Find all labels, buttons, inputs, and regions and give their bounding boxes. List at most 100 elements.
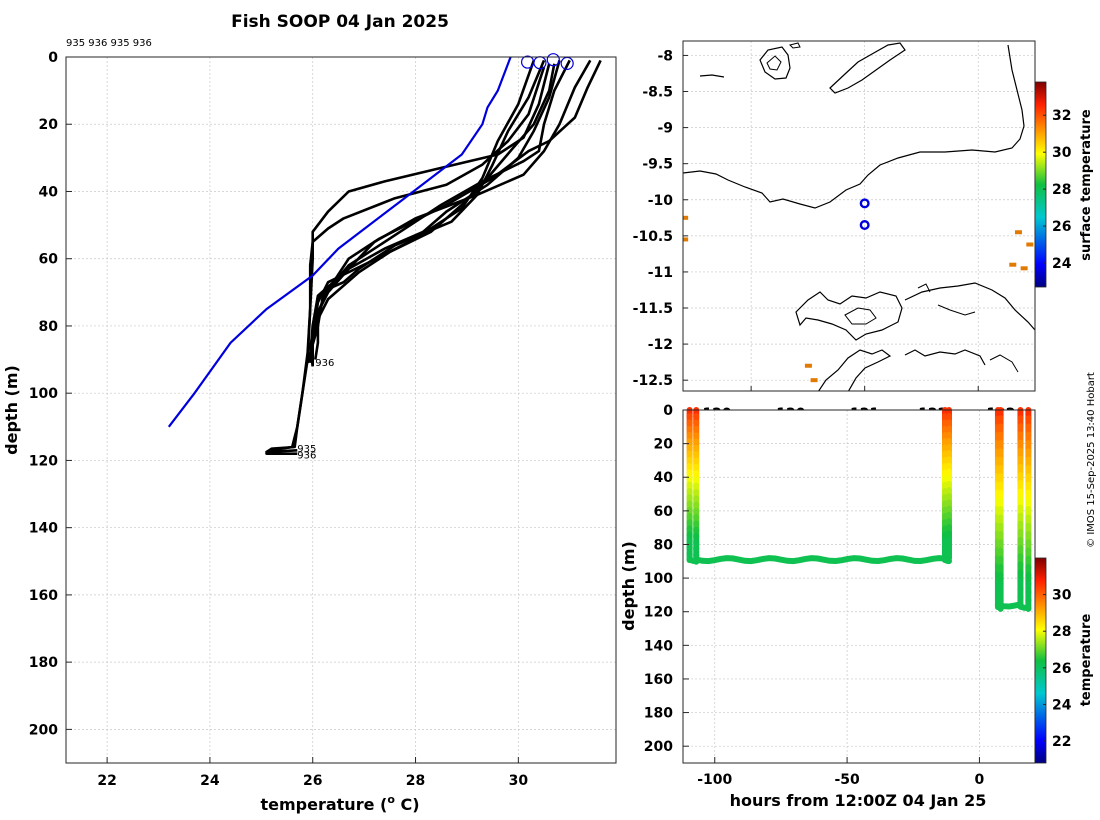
sst-patch [804,363,812,368]
map-ytick-label: -12.5 [633,373,673,389]
profile-ylabel: depth (m) [2,365,21,455]
timedepth-colorbar-label: temperature [1079,614,1094,707]
profile-line [311,59,602,367]
map-ytick-label: -9.5 [642,157,673,173]
profile-ytick-label: 40 [39,184,59,200]
map-ytick-label: -8.5 [642,85,673,101]
timedepth-plot-area [683,410,1035,763]
profile-xtick-label: 28 [406,773,425,789]
station-marker [859,198,870,209]
profile-ytick-label: 120 [29,453,58,469]
sst-patch [810,378,818,383]
map-colorbar-tick-label: 28 [1052,182,1071,198]
map-colorbar-tick-label: 30 [1052,145,1072,161]
profile-panel: 22 24 26 28 30 0 20 40 60 80 100 120 140 160 180 200 93… [2,38,617,814]
timedepth-ytick-label: 60 [654,504,674,520]
timedepth-colorbar-tick-label: 26 [1052,661,1071,677]
timedepth-colorbar [1034,557,1047,764]
coastline-north [683,44,1025,209]
island-south-inner [844,307,877,325]
map-panel: 120120121122122-8-8.5-9-9.5-10-10.5-11-1… [633,40,1094,422]
map-colorbar-label: surface temperature [1079,109,1094,261]
timedepth-xlabel: hours from 12:00Z 04 Jan 25 [730,791,987,810]
timedepth-ytick-label: 0 [663,403,673,419]
climatology-line [167,56,512,428]
island-north-1-lake [766,55,782,71]
map-colorbar-tick-label: 32 [1052,108,1071,124]
timedepth-ytick-label: 160 [644,672,673,688]
island-north-2 [829,42,906,94]
island-south-large [795,291,903,341]
profile-xtick-label: 30 [509,773,529,789]
timedepth-xtick-label: -50 [834,772,860,788]
map-ytick-label: -11.5 [633,301,673,317]
map-points [683,198,1034,383]
profile-ytick-label: 60 [39,252,59,268]
profile-end-label: 936 [315,358,334,369]
coastline-south-east [904,349,986,366]
islet-northwest [699,74,725,78]
map-colorbar [1034,81,1047,288]
map-ytick-label: -8 [657,48,673,64]
sst-patch [1014,230,1022,235]
map-ytick-label: -10.5 [633,229,673,245]
profile-xtick-label: 24 [200,773,220,789]
profile-ytick-label: 180 [29,655,58,671]
timedepth-ytick-label: 140 [644,638,673,654]
timedepth-xtick-label: 0 [975,772,985,788]
timedepth-ylabel: depth (m) [619,541,638,631]
timedepth-ytick-label: 200 [644,739,673,755]
island-north-1 [759,46,791,80]
profile-start-marker [546,53,560,67]
sst-patch [1009,262,1017,267]
islet-southeast [917,283,931,293]
profile-axes-box [65,56,617,764]
timedepth-colorbar-tick-label: 22 [1052,734,1071,750]
timedepth-ytick-label: 100 [644,571,673,587]
profile-ticks: 22 24 26 28 30 0 20 40 60 80 100 120 140 160 180 200 [29,50,529,789]
profile-end-label: 935 [297,444,316,455]
profile-end-label: 936 [297,451,316,462]
sst-patch [683,215,689,220]
profile-ytick-label: 0 [48,50,58,66]
station-marker [859,220,870,231]
coastline-southeast [904,282,1035,331]
timedepth-ytick-label: 180 [644,706,673,722]
timedepth-ytick-label: 20 [654,437,674,453]
profile-xtick-label: 26 [303,773,322,789]
timedepth-ytick-label: 80 [654,537,674,553]
timedepth-casts [686,407,1032,612]
timedepth-colorbar-tick-label: 28 [1052,624,1071,640]
islet-north [789,42,801,49]
figure-title: Fish SOOP 04 Jan 2025 [231,12,449,32]
map-ytick-label: -12 [648,337,673,353]
profile-line [265,66,546,454]
profile-ytick-label: 200 [29,722,58,738]
sst-patch [1020,266,1028,271]
credit-text: © IMOS 15-Sep-2025 13:40 Hobart [1086,372,1097,548]
map-ytick-label: -10 [648,193,674,209]
profile-ytick-label: 160 [29,588,58,604]
timedepth-ytick-label: 40 [654,470,674,486]
timedepth-ticks: -100 -50 0 0 20 40 60 80 100 120 140 160 180 200 [644,403,985,788]
timedepth-ytick-label: 120 [644,605,673,621]
profile-line [306,59,571,364]
profile-xtick-label: 22 [97,773,116,789]
map-colorbar-ticks: 24 26 28 30 32 [1043,108,1072,272]
coastline-south [817,349,892,391]
map-colorbar-tick-label: 24 [1052,256,1072,272]
profile-top-labels: 935 936 935 936 [66,38,152,49]
islet-south-east [989,354,1019,373]
timedepth-colorbar-ticks: 22 24 26 28 30 [1043,588,1072,750]
timedepth-colorbar-tick-label: 30 [1052,588,1072,604]
profile-ytick-label: 140 [29,521,58,537]
timedepth-colorbar-tick-label: 24 [1052,697,1072,713]
map-ytick-label: -11 [648,265,673,281]
profile-ytick-label: 20 [39,117,59,133]
map-ytick-label: -9 [657,121,673,137]
timedepth-panel: -100 -50 0 0 20 40 60 80 100 120 140 160 180 200 hour… [619,403,1094,810]
map-content [683,42,1035,391]
map-grid [683,41,1035,391]
